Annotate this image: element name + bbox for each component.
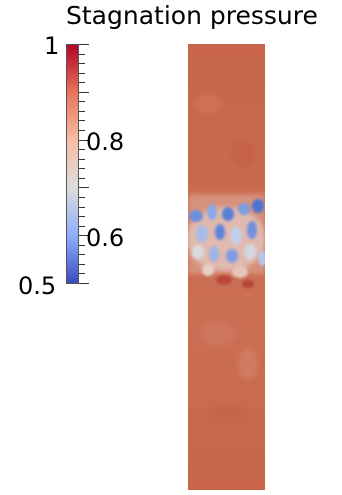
colorbar-gradient: [67, 45, 78, 283]
colorbar-tick: [79, 73, 85, 74]
colorbar: [66, 44, 79, 284]
colorbar-tick: [79, 226, 85, 227]
colorbar-tick: [79, 159, 85, 160]
colorbar-tick: [79, 207, 85, 208]
stagnation-pressure-field: [188, 44, 265, 490]
colorbar-tick: [79, 168, 85, 169]
colorbar-tick: [79, 44, 89, 45]
colorbar-tick: [79, 130, 85, 131]
colorbar-tick: [79, 82, 85, 83]
colorbar-tick: [79, 216, 85, 217]
mixing-layer-structures: [189, 199, 265, 288]
colorbar-tick: [79, 264, 85, 265]
colorbar-label-min: 0.5: [18, 272, 57, 300]
colorbar-ticks: [79, 44, 89, 284]
colorbar-tick: [79, 111, 85, 112]
colorbar-tick: [79, 283, 89, 284]
colorbar-tick: [79, 140, 89, 141]
colorbar-label-0-6: 0.6: [86, 224, 125, 252]
colorbar-tick: [79, 254, 85, 255]
colorbar-tick: [79, 187, 89, 188]
field-mottling: [194, 94, 258, 424]
colorbar-tick: [79, 197, 85, 198]
colorbar-tick: [79, 149, 85, 150]
colorbar-tick: [79, 120, 85, 121]
colorbar-tick: [79, 235, 89, 236]
colorbar-tick: [79, 101, 85, 102]
colorbar-tick: [79, 63, 85, 64]
colorbar-tick: [79, 54, 85, 55]
colorbar-tick: [79, 273, 85, 274]
colorbar-label-0-8: 0.8: [86, 128, 125, 156]
colorbar-tick: [79, 245, 85, 246]
colorbar-label-max: 1: [44, 32, 60, 60]
plot-title: Stagnation pressure: [66, 1, 318, 30]
colorbar-tick: [79, 92, 89, 93]
colorbar-tick: [79, 178, 85, 179]
